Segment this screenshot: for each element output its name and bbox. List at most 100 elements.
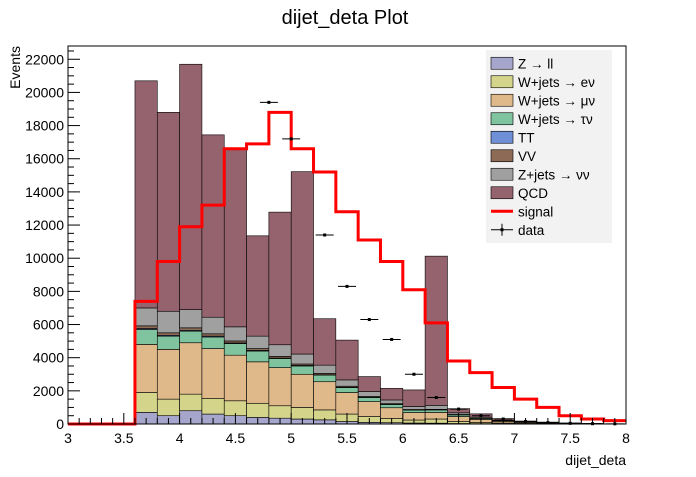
bar-1-6 [202,398,224,414]
y-tick-label-0: 0 [56,416,64,432]
legend-label-8: signal [518,204,553,219]
x-tick-label-10: 8 [622,430,630,446]
legend-swatch-9 [501,228,504,231]
data-point-5 [390,338,393,341]
bar-3-3 [135,330,157,345]
data-point-3 [346,285,349,288]
bar-3-12 [336,388,358,393]
y-tick-label-9: 18000 [25,118,64,134]
bar-6-9 [269,345,291,357]
legend-label-0: Z → ll [518,56,553,71]
bar-6-10 [291,354,313,364]
legend-swatch-2 [491,94,513,106]
bar-7-5 [180,64,202,309]
data-point-0 [267,101,270,104]
legend-label-3: W+jets → τν [518,112,593,127]
legend-swatch-5 [491,150,513,162]
bar-6-15 [403,407,425,410]
data-point-6 [412,373,415,376]
bar-3-10 [291,366,313,374]
bar-5-6 [202,334,224,336]
x-tick-label-0: 3 [64,430,72,446]
bar-6-8 [247,336,269,348]
bar-3-4 [157,336,179,349]
data-point-2 [323,234,326,237]
bar-2-9 [269,368,291,406]
x-tick-label-2: 4 [176,430,184,446]
x-tick-label-1: 3.5 [114,430,134,446]
x-tick-label-6: 6 [399,430,407,446]
bar-7-4 [157,112,179,311]
bar-7-13 [358,377,380,392]
bar-7-12 [336,340,358,380]
bar-3-14 [380,404,402,407]
bar-6-3 [135,308,157,326]
bar-3-6 [202,337,224,349]
data-point-1 [290,137,293,140]
data-point-9 [479,414,482,417]
x-tick-label-9: 7.5 [560,430,580,446]
y-tick-label-7: 14000 [25,184,64,200]
chart-title: dijet_deta Plot [282,7,409,29]
legend: Z → llW+jets → eνW+jets → μνW+jets → τνT… [486,50,612,243]
bar-6-12 [336,380,358,386]
legend-label-6: Z+jets → νν [518,167,590,182]
bar-2-4 [157,349,179,399]
legend-label-5: VV [518,149,536,164]
legend-label-9: data [518,223,545,238]
y-tick-label-5: 10000 [25,250,64,266]
bar-2-3 [135,344,157,392]
legend-swatch-1 [491,76,513,88]
x-tick-label-7: 6.5 [449,430,469,446]
bar-7-15 [403,390,425,407]
y-tick-label-6: 12000 [25,217,64,233]
bar-1-8 [247,403,269,417]
bar-3-8 [247,351,269,362]
bar-2-7 [224,355,246,401]
x-tick-label-4: 5 [287,430,295,446]
data-point-7 [435,396,438,399]
legend-swatch-6 [491,168,513,180]
bar-7-8 [247,236,269,336]
y-tick-label-11: 22000 [25,51,64,67]
bar-2-10 [291,374,313,407]
bar-1-10 [291,407,313,419]
bar-7-3 [135,81,157,308]
bar-3-7 [224,344,246,356]
bar-5-3 [135,326,157,329]
bar-3-13 [358,397,380,401]
legend-swatch-3 [491,113,513,125]
bar-6-7 [224,327,246,341]
legend-swatch-4 [491,131,513,143]
bar-7-7 [224,149,246,326]
y-tick-label-2: 4000 [33,350,64,366]
bar-1-5 [180,394,202,411]
bar-2-11 [314,382,336,410]
legend-label-7: QCD [518,186,548,201]
bar-7-14 [380,388,402,400]
bar-6-14 [380,400,402,404]
bar-7-11 [314,319,336,365]
bar-2-13 [358,402,380,417]
bar-6-6 [202,317,224,334]
bar-7-9 [269,212,291,345]
bar-6-13 [358,392,380,397]
bar-2-14 [380,408,402,419]
bar-2-5 [180,343,202,394]
bar-3-9 [269,359,291,368]
y-tick-label-10: 20000 [25,84,64,100]
bar-5-4 [157,333,179,335]
bar-7-6 [202,135,224,317]
x-tick-label-5: 5.5 [337,430,357,446]
legend-swatch-0 [491,57,513,69]
bar-1-3 [135,393,157,413]
y-tick-label-4: 8000 [33,283,64,299]
bar-1-9 [269,406,291,418]
data-point-4 [368,318,371,321]
x-axis-label: dijet_deta [565,452,626,468]
bar-3-16 [425,410,447,412]
bar-2-6 [202,349,224,399]
bar-1-4 [157,399,179,416]
data-point-8 [457,408,460,411]
